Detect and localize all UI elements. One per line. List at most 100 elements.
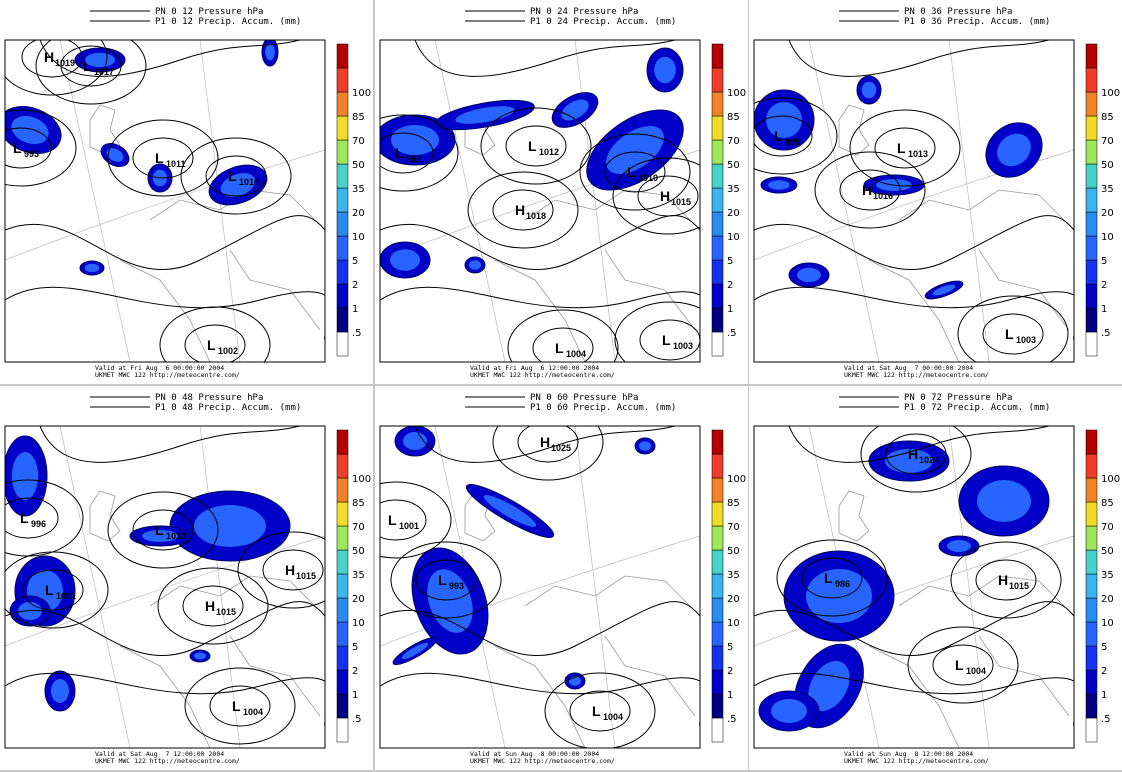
pressure-center-value: 1004	[966, 666, 986, 676]
precip-core	[768, 180, 790, 190]
colorbar-label: 5	[727, 256, 733, 267]
colorbar-box	[336, 283, 349, 309]
colorbar-box	[1085, 91, 1098, 117]
colorbar-box	[336, 621, 349, 647]
colorbar-label: 85	[352, 112, 365, 123]
colorbar-label: 50	[352, 160, 365, 171]
pressure-center-kind: L	[155, 150, 164, 166]
isobar	[637, 175, 699, 217]
panel-footer: UKMET MWC 122 http://meteocentre.com/	[470, 371, 615, 379]
pressure-center-kind: L	[232, 698, 241, 714]
colorbar-box	[1085, 573, 1098, 599]
pressure-center-kind: H	[908, 446, 918, 462]
isobar	[801, 557, 863, 599]
colorbar-label: 20	[352, 208, 365, 219]
colorbar-box	[336, 573, 349, 599]
colorbar-box	[1085, 259, 1098, 285]
colorbar-label: 10	[727, 232, 740, 243]
pressure-center-value: 1003	[673, 341, 693, 351]
coastline	[464, 104, 696, 362]
colorbar-box	[711, 211, 724, 237]
colorbar-label: 35	[1101, 570, 1114, 581]
precip-core	[654, 56, 676, 84]
map-frame	[4, 425, 326, 749]
colorbar-box	[711, 259, 724, 285]
colorbar-box	[1085, 211, 1098, 237]
pressure-center-kind: L	[824, 570, 833, 586]
pressure-center-value: 1015	[216, 607, 236, 617]
panel-footer: UKMET MWC 122 http://meteocentre.com/	[95, 757, 240, 765]
panel-header: P1 0 36 Precip. Accum. (mm)	[904, 17, 1050, 27]
colorbar-box	[336, 525, 349, 551]
colorbar-box	[711, 283, 724, 309]
pressure-center-kind: L	[774, 128, 783, 144]
colorbar-box	[711, 501, 724, 527]
precip-core	[390, 249, 420, 271]
panel-header: PN 0 36 Pressure hPa	[904, 7, 1012, 17]
map-content	[5, 40, 325, 362]
colorbar-box	[336, 717, 349, 743]
isobar	[754, 426, 1074, 727]
pressure-center-kind: L	[395, 145, 404, 161]
pressure-center-value: 1019	[55, 58, 75, 68]
colorbar-box	[336, 645, 349, 671]
isobar	[21, 40, 83, 78]
pressure-center-value: 995	[785, 137, 800, 147]
isobar	[814, 151, 926, 229]
pressure-center-kind: L	[45, 582, 54, 598]
colorbar-box	[1085, 549, 1098, 575]
map-content	[5, 426, 325, 748]
panel-footer: UKMET MWC 122 http://meteocentre.com/	[844, 757, 989, 765]
isobar	[639, 319, 700, 361]
colorbar-box	[1085, 331, 1098, 357]
colorbar-box	[711, 645, 724, 671]
panel-footer: UKMET MWC 122 http://meteocentre.com/	[95, 371, 240, 379]
panel-header: P1 0 48 Precip. Accum. (mm)	[155, 403, 301, 413]
pressure-center-value: 993	[24, 149, 39, 159]
pressure-center-value: 1013	[908, 149, 928, 159]
isobar	[579, 133, 691, 211]
colorbar-label: 85	[727, 112, 740, 123]
colorbar-label: 2	[1101, 666, 1107, 677]
isobar	[380, 132, 434, 174]
map-frame	[4, 39, 326, 363]
colorbar-box	[1085, 163, 1098, 189]
coastline	[89, 490, 321, 748]
colorbar-box	[711, 307, 724, 333]
map-frame	[753, 425, 1075, 749]
colorbar-label: 85	[352, 498, 365, 509]
colorbar-box	[711, 43, 724, 69]
isobar	[975, 559, 1037, 601]
precip-core	[771, 699, 807, 723]
colorbar-label: 20	[352, 594, 365, 605]
panel-footer: Valid at Sat Aug 7 12:00:00 2004	[95, 750, 224, 758]
pressure-center-kind: H	[540, 434, 550, 450]
pressure-center-kind: L	[207, 337, 216, 353]
precip-core	[194, 505, 266, 547]
isobar	[492, 189, 554, 231]
colorbar-label: 35	[352, 570, 365, 581]
colorbar-label: 5	[1101, 256, 1107, 267]
precip-core	[797, 267, 821, 283]
panel-header: PN 0 24 Pressure hPa	[530, 7, 638, 17]
precip-core	[265, 43, 275, 61]
isobar	[614, 301, 700, 362]
panel-footer: Valid at Fri Aug 6 12:00:00 2004	[470, 364, 599, 372]
colorbar-label: 1	[352, 304, 358, 315]
isobar	[754, 40, 1074, 341]
map-frame	[753, 39, 1075, 363]
isobar	[132, 509, 194, 551]
precip-core	[947, 540, 971, 552]
precip-core	[455, 106, 515, 124]
panel-header: PN 0 60 Pressure hPa	[530, 393, 638, 403]
colorbar-box	[711, 67, 724, 93]
pressure-center-value: 1012	[539, 147, 559, 157]
colorbar-box	[1085, 693, 1098, 719]
isobar	[5, 497, 59, 539]
isobar	[492, 426, 604, 481]
isobar	[604, 151, 666, 193]
colorbar-label: .5	[727, 714, 737, 725]
